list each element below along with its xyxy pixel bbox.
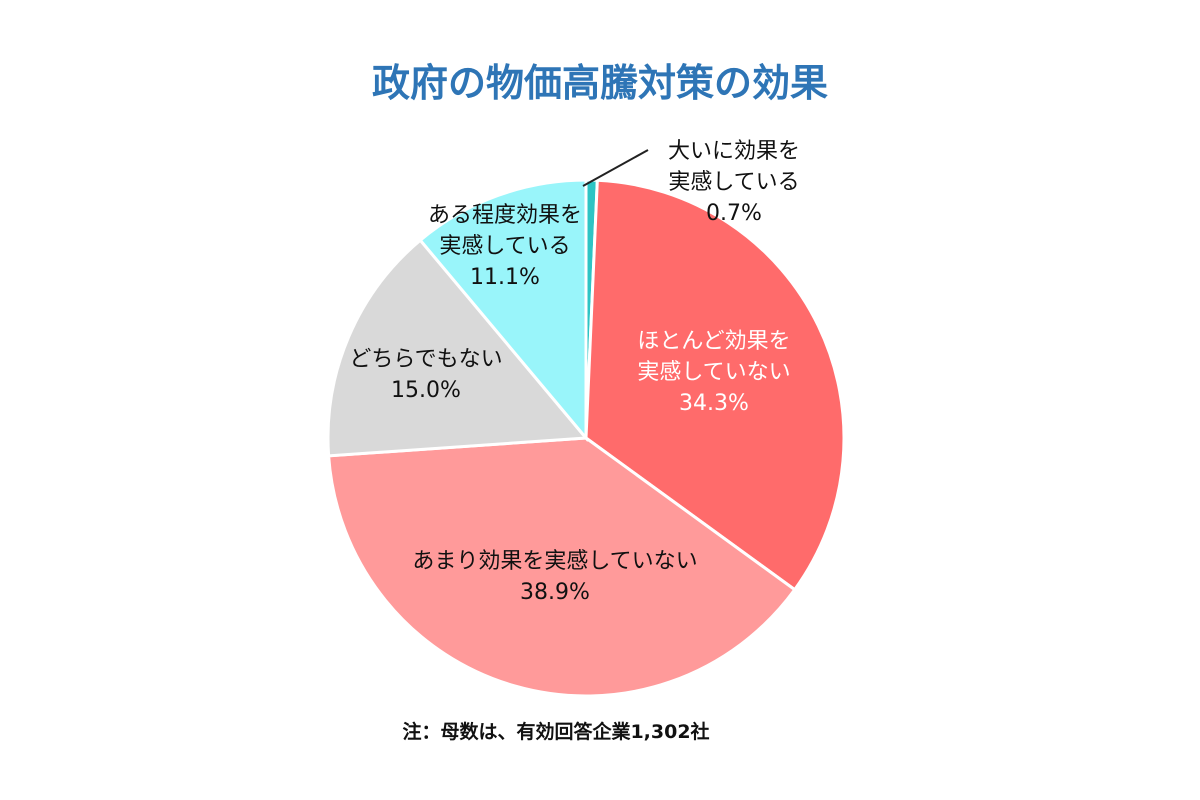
slice-label-3: どちらでもない 15.0%: [349, 347, 502, 403]
slice-label-4: ある程度効果を実感している 11.1%: [428, 203, 582, 290]
slice-value-label: 34.3%: [679, 391, 749, 416]
slice-label-2: あまり効果を実感していない 38.9%: [412, 549, 697, 605]
slice-value-label: 0.7%: [706, 201, 762, 226]
slice-label-0: 大いに効果を実感している 0.7%: [668, 139, 800, 226]
slice-value-label: 38.9%: [520, 580, 590, 605]
pie-slice-4: [418, 178, 588, 443]
slice-category-label: 実感している: [439, 234, 570, 259]
slice-category-label: 実感している: [668, 170, 799, 195]
pie-slice-3: [326, 238, 590, 458]
slice-category-label: ほとんど効果を: [637, 329, 790, 354]
slice-value-label: 11.1%: [470, 265, 540, 290]
slice-category-label: 実感していない: [637, 360, 790, 385]
slice-labels: 大いに効果を実感している 0.7%ほとんど効果を実感していない 34.3%あまり効果…: [349, 139, 800, 605]
slice-category-label: あまり効果を実感していない: [412, 549, 697, 574]
slice-value-label: 15.0%: [391, 378, 461, 403]
slice-category-label: 大いに効果を: [668, 139, 800, 164]
slice-category-label: ある程度効果を: [428, 203, 582, 228]
slice-category-label: どちらでもない: [349, 347, 502, 372]
pie-slices: [326, 178, 846, 698]
footnote: 注：母数は、有効回答企業1,302社: [402, 720, 709, 743]
pie-slice-1: [584, 178, 846, 592]
chart-title: 政府の物価高騰対策の効果: [372, 61, 828, 105]
pie-slice-2: [327, 436, 797, 698]
leader-line: [582, 149, 649, 187]
slice-label-1: ほとんど効果を実感していない 34.3%: [637, 329, 790, 416]
